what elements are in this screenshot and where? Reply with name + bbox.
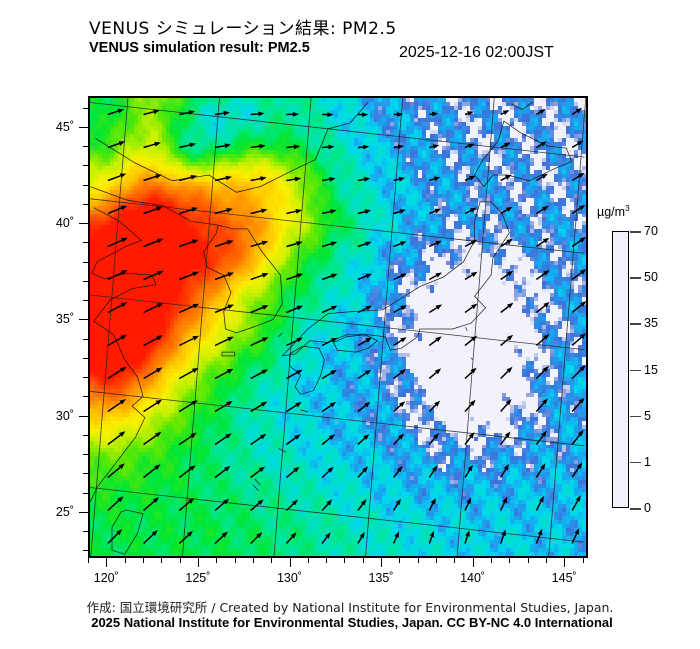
- y-tick: [83, 165, 88, 166]
- y-tick: [79, 416, 88, 417]
- x-tick: [436, 558, 437, 563]
- colorbar-tick-label: 5: [644, 409, 651, 423]
- colorbar-tick-label: 1: [644, 455, 651, 469]
- colorbar-tick-label: 70: [644, 224, 658, 238]
- x-tick: [253, 558, 254, 563]
- x-tick: [564, 558, 565, 567]
- title-japanese: VENUS シミュレーション結果: PM2.5: [89, 14, 397, 39]
- y-tick: [83, 358, 88, 359]
- y-tick: [83, 435, 88, 436]
- y-tick: [83, 531, 88, 532]
- colorbar-tick: [630, 370, 641, 372]
- x-tick: [528, 558, 529, 563]
- x-tick: [161, 558, 162, 563]
- x-tick: [88, 558, 89, 563]
- x-tick: [143, 558, 144, 563]
- y-tick: [83, 550, 88, 551]
- y-tick-label: 40˚: [44, 216, 74, 230]
- y-tick: [83, 281, 88, 282]
- x-tick: [235, 558, 236, 563]
- colorbar-tick: [630, 231, 641, 233]
- colorbar-tick: [630, 462, 641, 464]
- y-tick: [83, 242, 88, 243]
- colorbar-gradient: [613, 232, 628, 507]
- y-tick-label: 45˚: [44, 120, 74, 134]
- x-tick-label: 125˚: [185, 571, 210, 585]
- colorbar-tick-label: 35: [644, 316, 658, 330]
- colorbar-tick: [630, 508, 641, 510]
- title-english: VENUS simulation result: PM2.5: [89, 40, 310, 56]
- y-tick: [83, 339, 88, 340]
- y-tick: [83, 396, 88, 397]
- x-tick: [180, 558, 181, 563]
- y-tick: [79, 512, 88, 513]
- footer-credit-line: 作成: 国立環境研究所 / Created by National Instit…: [87, 597, 614, 616]
- colorbar[interactable]: 70 50 35 15 5 1 0: [612, 231, 629, 508]
- x-tick: [290, 558, 291, 567]
- y-tick: [83, 454, 88, 455]
- x-tick: [198, 558, 199, 567]
- map-plot-area[interactable]: [88, 96, 588, 558]
- x-tick: [363, 558, 364, 563]
- y-tick: [83, 185, 88, 186]
- x-tick: [473, 558, 474, 567]
- x-tick: [546, 558, 547, 563]
- y-tick: [79, 319, 88, 320]
- wind-vectors: [108, 108, 587, 544]
- colorbar-unit-label: µg/m3: [597, 203, 630, 219]
- x-tick: [454, 558, 455, 563]
- colorbar-tick-label: 0: [644, 501, 651, 515]
- y-tick-label: 35˚: [44, 312, 74, 326]
- y-tick: [79, 127, 88, 128]
- x-tick: [381, 558, 382, 567]
- y-tick: [83, 493, 88, 494]
- x-tick: [308, 558, 309, 563]
- colorbar-tick: [630, 323, 641, 325]
- coastlines: [90, 102, 572, 554]
- y-tick-label: 30˚: [44, 409, 74, 423]
- x-tick: [106, 558, 107, 567]
- y-tick: [83, 300, 88, 301]
- map-overlay-layer: [90, 98, 588, 558]
- x-tick-label: 135˚: [368, 571, 393, 585]
- graticule: [90, 98, 586, 558]
- colorbar-tick: [630, 277, 641, 279]
- colorbar-tick-label: 50: [644, 270, 658, 284]
- x-tick: [491, 558, 492, 563]
- colorbar-tick-label: 15: [644, 363, 658, 377]
- y-tick: [83, 108, 88, 109]
- y-tick: [83, 146, 88, 147]
- x-tick: [125, 558, 126, 563]
- x-tick-label: 145˚: [552, 571, 577, 585]
- y-tick: [79, 223, 88, 224]
- y-tick: [83, 204, 88, 205]
- x-tick: [216, 558, 217, 563]
- x-tick: [418, 558, 419, 563]
- x-tick: [399, 558, 400, 563]
- colorbar-tick: [630, 416, 641, 418]
- x-tick: [583, 558, 584, 563]
- y-tick-label: 25˚: [44, 505, 74, 519]
- y-tick: [83, 377, 88, 378]
- x-tick: [344, 558, 345, 563]
- x-tick: [509, 558, 510, 563]
- x-tick-label: 120˚: [94, 571, 119, 585]
- y-tick: [83, 473, 88, 474]
- footer-license-line: 2025 National Institute for Environmenta…: [91, 615, 613, 630]
- x-tick-label: 140˚: [460, 571, 485, 585]
- y-tick: [83, 262, 88, 263]
- x-tick: [271, 558, 272, 563]
- x-tick-label: 130˚: [277, 571, 302, 585]
- timestamp-label: 2025-12-16 02:00JST: [399, 44, 554, 62]
- x-tick: [326, 558, 327, 563]
